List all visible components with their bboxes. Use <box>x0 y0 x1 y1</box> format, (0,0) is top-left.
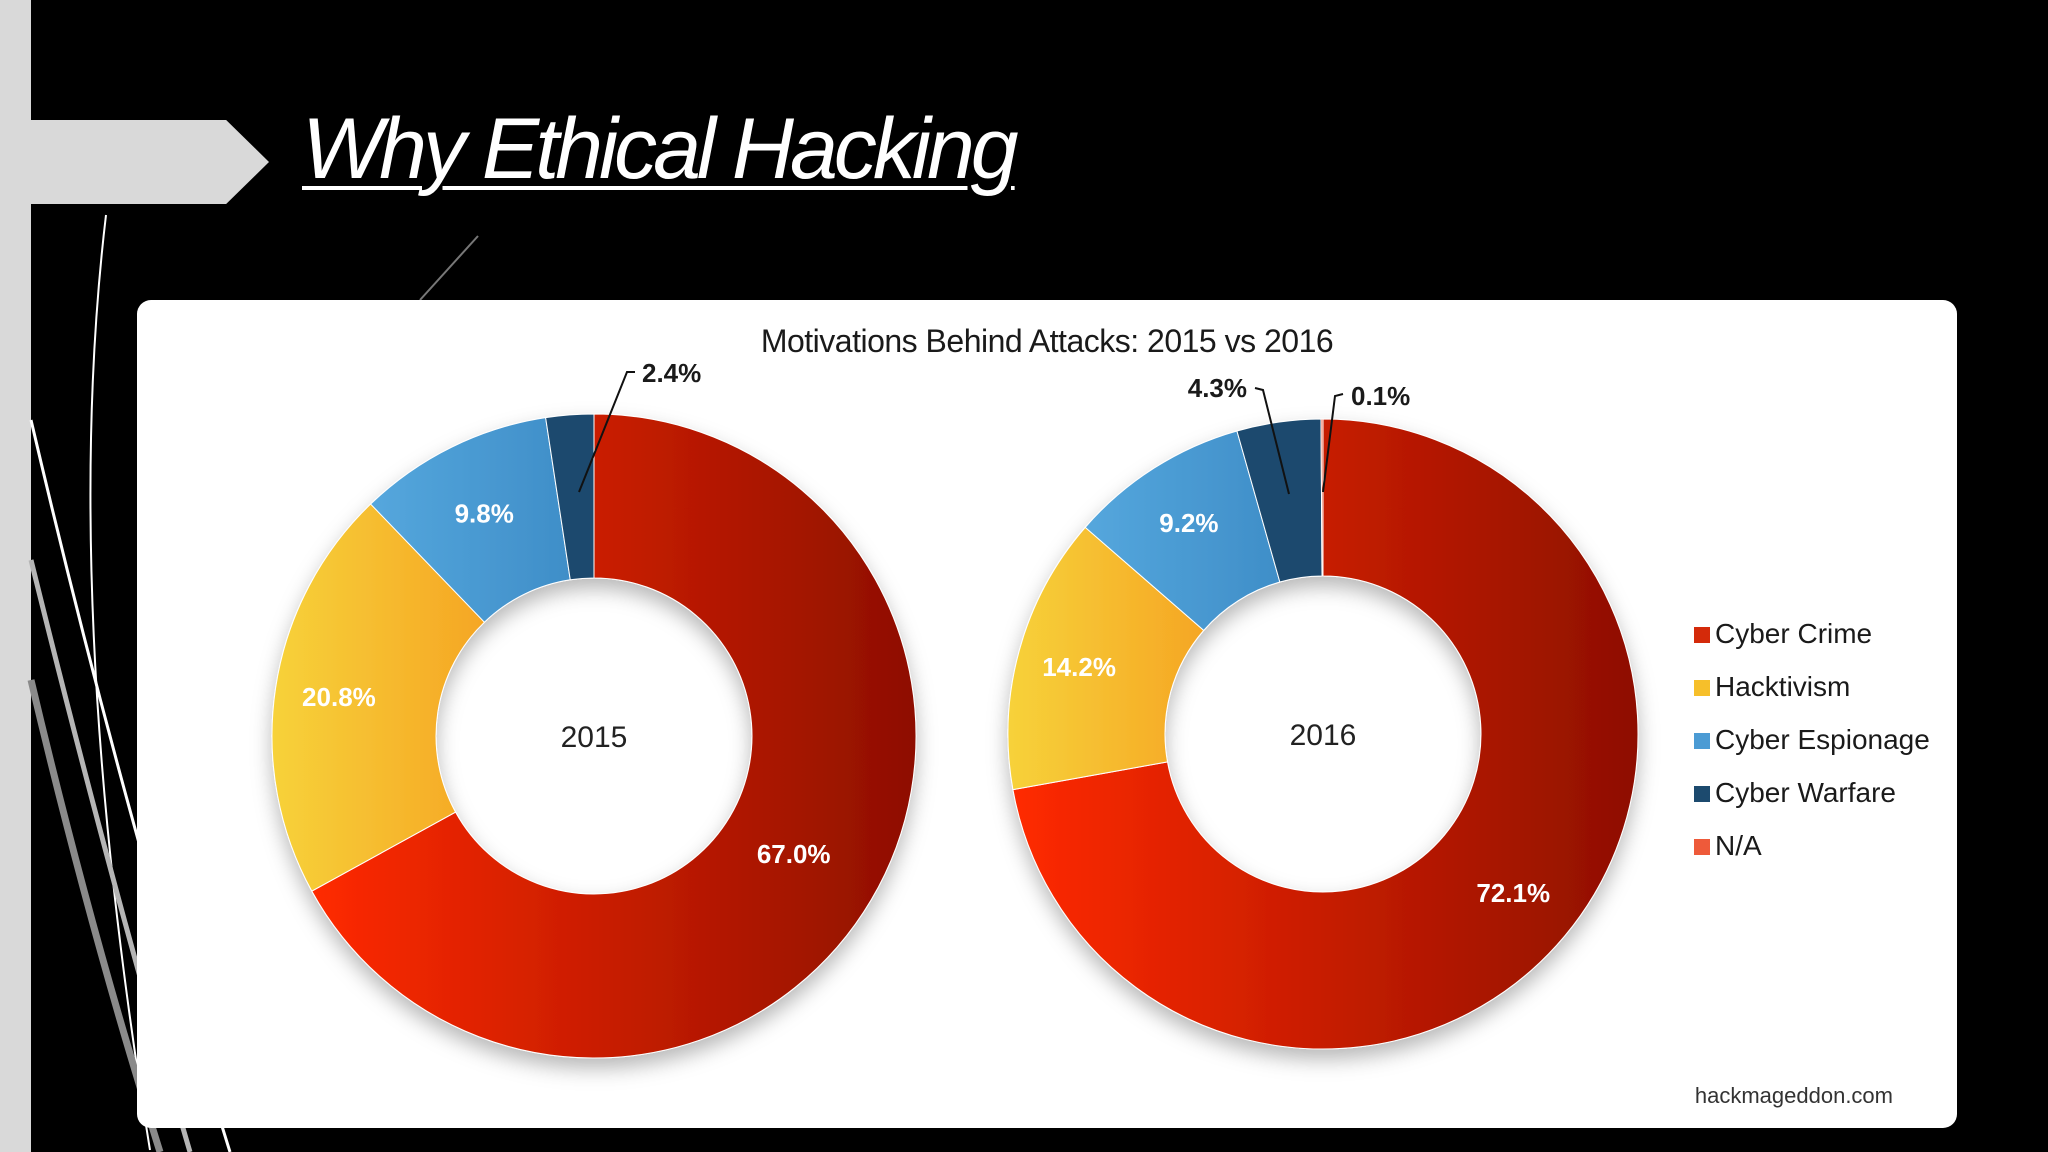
deco-line <box>419 235 479 301</box>
donut-center-label: 2016 <box>1290 719 1357 752</box>
slide-title: Why Ethical Hacking <box>302 101 1019 197</box>
slice-cyber-crime-2015 <box>311 413 917 1059</box>
callout-line <box>578 371 635 493</box>
slice-n-a-2016 <box>1320 418 1324 577</box>
legend-swatch-cyber-crime <box>1694 627 1710 643</box>
chart-source: hackmageddon.com <box>1695 1083 1893 1108</box>
legend-swatch-n-a <box>1694 839 1710 855</box>
chart-card: Motivations Behind Attacks: 2015 vs 2016… <box>137 300 1957 1128</box>
data-label: 9.2% <box>1159 508 1218 538</box>
slice-cyber-warfare-2015 <box>545 413 595 581</box>
chart-legend: Cyber Crime Hacktivism Cyber Espionage Cybe… <box>1694 618 1930 861</box>
legend-label-hacktivism: Hacktivism <box>1715 671 1850 702</box>
data-label: 4.3% <box>1188 373 1247 403</box>
legend-label-cyber-espionage: Cyber Espionage <box>1715 724 1930 755</box>
slice-hacktivism-2015 <box>271 503 486 892</box>
legend-label-cyber-crime: Cyber Crime <box>1715 618 1872 649</box>
donut-2015 <box>271 413 917 1059</box>
chart-title: Motivations Behind Attacks: 2015 vs 2016 <box>761 323 1333 359</box>
left-accent-bar <box>0 0 31 1152</box>
donut-2016 <box>1007 418 1639 1050</box>
legend-swatch-cyber-espionage <box>1694 733 1710 749</box>
legend-label-n-a: N/A <box>1715 830 1762 861</box>
data-label: 20.8% <box>302 682 376 712</box>
data-label: 67.0% <box>757 839 831 869</box>
slice-cyber-crime-2016 <box>1012 418 1639 1050</box>
donut-chart: Motivations Behind Attacks: 2015 vs 2016… <box>271 323 1930 1108</box>
legend-label-cyber-warfare: Cyber Warfare <box>1715 777 1896 808</box>
data-label: 9.8% <box>455 499 514 529</box>
donut-center-label: 2015 <box>561 721 628 754</box>
callout-line <box>1254 387 1290 495</box>
slice-hacktivism-2016 <box>1007 526 1205 791</box>
deco-line <box>89 214 151 1151</box>
legend-swatch-hacktivism <box>1694 680 1710 696</box>
data-label: 14.2% <box>1042 652 1116 682</box>
data-label: 72.1% <box>1476 878 1550 908</box>
data-label: 2.4% <box>642 358 701 388</box>
data-label: 0.1% <box>1351 381 1410 411</box>
title-tab-shape <box>31 120 269 204</box>
legend-swatch-cyber-warfare <box>1694 786 1710 802</box>
callout-line <box>1322 393 1344 493</box>
